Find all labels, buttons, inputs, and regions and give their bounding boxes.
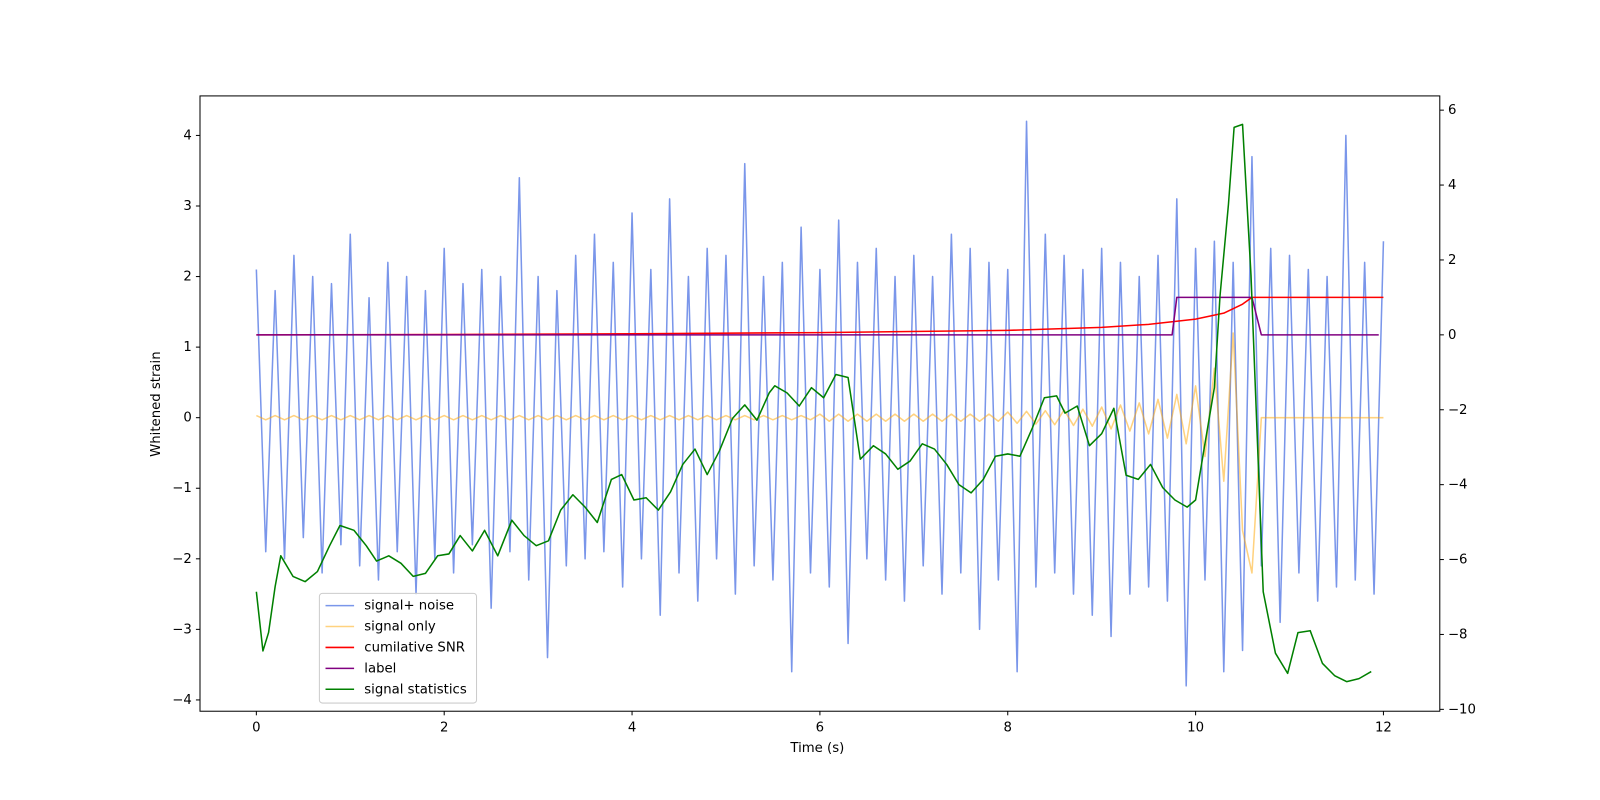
series-line [255,120,1385,687]
y2-tick-label: −2 [1448,403,1468,418]
y-tick-label: 2 [183,270,191,285]
legend-label: signal statistics [364,682,467,697]
y2-tick-label: −8 [1448,627,1468,642]
series-line [256,296,1379,336]
y-tick-label: 1 [183,340,191,355]
legend-box [318,592,478,704]
x-axis-label: Time (s) [789,741,844,756]
series-line [255,123,1372,683]
y2-tick-label: 2 [1448,253,1456,268]
y-axis-label: Whitened strain [149,351,164,456]
y-tick-label: 0 [183,411,191,426]
x-tick-label: 6 [816,721,824,736]
y2-tick-label: 4 [1448,178,1456,193]
y2-tick-label: 0 [1448,328,1456,343]
series-line [256,332,1384,574]
x-tick-label: 4 [628,721,636,736]
x-tick-label: 8 [1004,721,1012,736]
y-tick-label: −3 [172,622,192,637]
y2-tick-label: 6 [1448,103,1456,118]
y-tick-label: −2 [172,552,192,567]
y-tick-label: −1 [172,481,192,496]
plot-lines [255,120,1385,687]
y-tick-label: −4 [172,693,192,708]
y-tick-label: 3 [183,199,191,214]
y2-tick-label: −10 [1448,702,1476,717]
y2-tick-label: −4 [1448,478,1468,493]
legend-label: signal+ noise [364,599,454,614]
y-tick-label: 4 [183,128,191,143]
x-tick-label: 12 [1375,721,1392,736]
x-tick-label: 0 [252,721,260,736]
x-tick-label: 2 [440,721,448,736]
legend-label: cumilative SNR [364,640,465,655]
y2-tick-label: −6 [1448,553,1468,568]
legend-label: signal only [364,620,436,635]
legend: signal+ noise signal only cumilative SNR la… [318,592,478,704]
legend-label: label [364,661,396,676]
series-line [256,296,1384,336]
x-tick-label: 10 [1187,721,1204,736]
